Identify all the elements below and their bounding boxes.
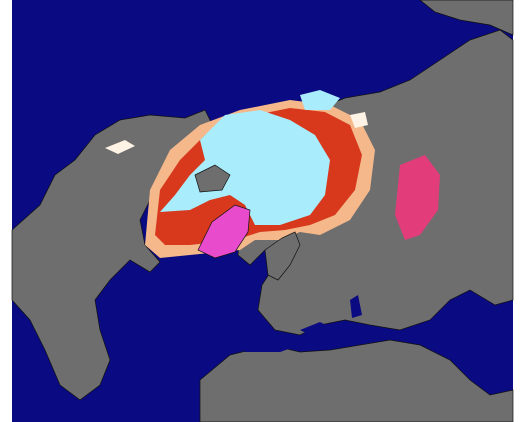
snow-white (105, 140, 135, 154)
north-america (11, 109, 216, 401)
sea-ice (160, 110, 330, 225)
greenland-top (197, 204, 251, 259)
northeast-land (419, 0, 514, 36)
mediterranean (240, 335, 300, 352)
scandinavia (264, 231, 301, 281)
sea-ice-pacific (300, 90, 340, 110)
black-sea (300, 322, 335, 340)
snow-white (350, 112, 368, 128)
snow-magenta-east (395, 155, 440, 240)
caspian (350, 295, 362, 318)
arctic-islands (194, 164, 231, 193)
